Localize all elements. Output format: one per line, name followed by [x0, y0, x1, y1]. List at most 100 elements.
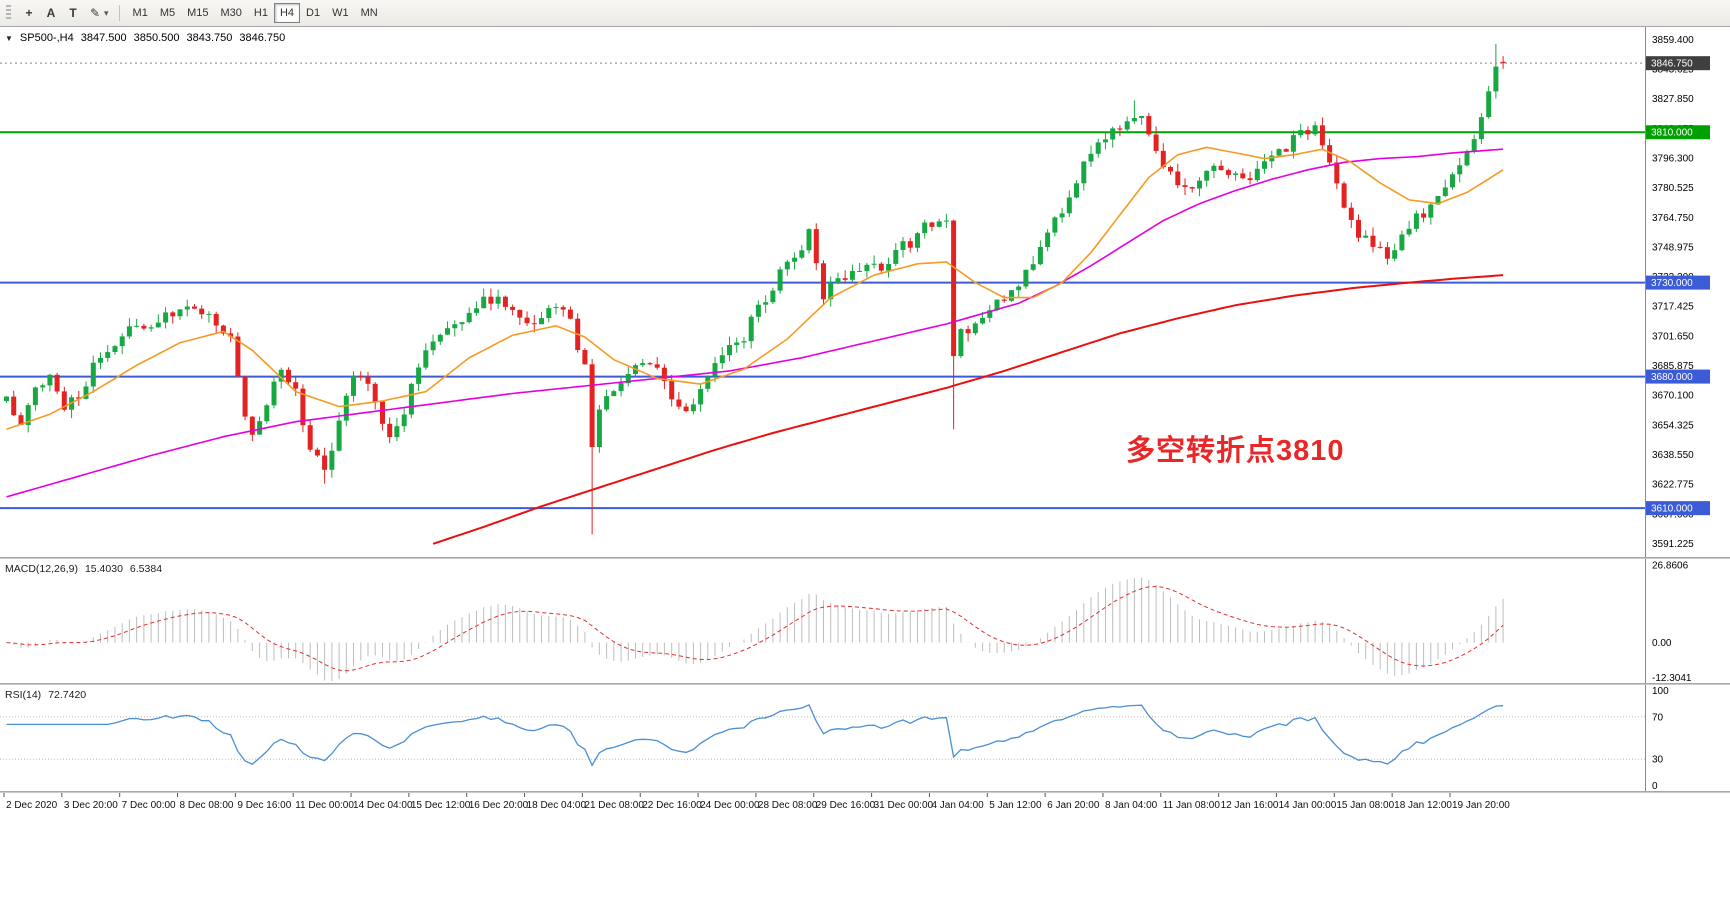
- ma-fast-orange-line: [6, 146, 1504, 430]
- time-axis-label: 18 Jan 12:00: [1394, 800, 1452, 811]
- price-axis-tick: 3796.300: [1652, 153, 1694, 164]
- rsi-panel[interactable]: 100 70 30 0 RSI(14) 72.7420: [0, 685, 1730, 791]
- time-axis-label: 11 Jan 08:00: [1163, 800, 1221, 811]
- hline-price-tag[interactable]: 3680.000: [1646, 369, 1710, 384]
- price-axis-tick: 3670.100: [1652, 391, 1694, 402]
- toolbar-separator: [118, 5, 120, 21]
- drawing-tool-caret-icon[interactable]: ▾: [104, 7, 109, 18]
- time-axis-label: 2 Dec 2020: [6, 800, 58, 811]
- rsi-axis-tick: 70: [1652, 712, 1664, 723]
- panel-divider[interactable]: [0, 557, 1730, 559]
- trading-platform-window: + A T ✎ ▾ M1 M5 M15 M30 H1 H4 D1 W1 MN 3859.400 3…: [0, 0, 1730, 815]
- price-axis-tick: 3827.850: [1652, 94, 1694, 105]
- time-axis-label: 6 Jan 20:00: [1047, 800, 1100, 811]
- rsi-value: 72.7420: [48, 689, 87, 701]
- time-axis-label: 4 Jan 04:00: [931, 800, 984, 811]
- timeframe-button-m15[interactable]: M15: [181, 3, 214, 23]
- time-axis-label: 19 Jan 20:00: [1452, 800, 1510, 811]
- price-axis-tick: 3717.425: [1652, 302, 1694, 313]
- ma-mid-magenta-line: [6, 148, 1504, 498]
- timeframe-button-h4[interactable]: H4: [273, 3, 301, 23]
- price-axis[interactable]: 3859.4003843.6253827.8503812.0753796.300…: [1652, 35, 1694, 550]
- price-axis-tick: 3859.400: [1652, 35, 1694, 46]
- price-axis-tick: 3622.775: [1652, 480, 1694, 491]
- close-value: 3846.750: [239, 32, 286, 44]
- time-axis-label: 31 Dec 00:00: [874, 800, 934, 811]
- macd-panel[interactable]: 26.8606 0.00 -12.3041 MACD(12,26,9) 15.403…: [0, 559, 1730, 683]
- time-axis[interactable]: 2 Dec 2020 3 Dec 20:00 7 Dec 00:00 8 Dec 08…: [0, 793, 1730, 815]
- price-axis-tick: 3591.225: [1652, 539, 1694, 550]
- rsi-axis-tick: 0: [1652, 781, 1658, 791]
- drawing-tool-icon[interactable]: ✎: [84, 3, 106, 23]
- text-label-tool-icon[interactable]: A: [40, 3, 62, 23]
- timeframe-button-m1[interactable]: M1: [127, 3, 154, 23]
- current-price-tag: 3846.750: [1646, 56, 1710, 71]
- time-axis-label: 28 Dec 08:00: [758, 800, 818, 811]
- time-axis-canvas[interactable]: 2 Dec 2020 3 Dec 20:00 7 Dec 00:00 8 Dec 08…: [0, 793, 1730, 815]
- rsi-axis-tick: 30: [1652, 755, 1664, 766]
- price-chart-panel[interactable]: 3859.4003843.6253827.8503812.0753796.300…: [0, 27, 1730, 557]
- timeframe-button-mn[interactable]: MN: [355, 3, 384, 23]
- text-frame-tool-icon[interactable]: T: [62, 3, 84, 23]
- time-axis-label: 16 Dec 20:00: [469, 800, 529, 811]
- ma-slow-red-line: [432, 274, 1504, 545]
- time-axis-label: 7 Dec 00:00: [122, 800, 176, 811]
- time-axis-label: 14 Jan 00:00: [1278, 800, 1336, 811]
- time-axis-label: 15 Jan 08:00: [1336, 800, 1394, 811]
- price-axis-tick: 3780.525: [1652, 183, 1694, 194]
- macd-axis-tick: 0.00: [1652, 638, 1672, 649]
- macd-main-value: 15.4030: [84, 563, 123, 575]
- macd-histogram: [13, 577, 1504, 681]
- time-axis-label: 5 Jan 12:00: [989, 800, 1042, 811]
- panel-divider[interactable]: [0, 791, 1730, 793]
- rsi-axis-tick: 100: [1652, 686, 1669, 697]
- price-chart-canvas[interactable]: 3859.4003843.6253827.8503812.0753796.300…: [0, 27, 1730, 557]
- low-value: 3843.750: [186, 32, 233, 44]
- timeframe-button-w1[interactable]: W1: [326, 3, 355, 23]
- symbol-timeframe-label: SP500-,H4: [19, 32, 74, 44]
- hline-price-tag[interactable]: 3730.000: [1646, 275, 1710, 290]
- high-value: 3850.500: [133, 32, 180, 44]
- macd-axis-tick: 26.8606: [1652, 561, 1689, 572]
- time-axis-label: 18 Dec 04:00: [527, 800, 587, 811]
- hline-price-tag[interactable]: 3810.000: [1646, 125, 1710, 140]
- macd-name: MACD(12,26,9): [5, 563, 78, 575]
- toolbar: + A T ✎ ▾ M1 M5 M15 M30 H1 H4 D1 W1 MN: [0, 0, 1730, 27]
- time-axis-label: 21 Dec 08:00: [584, 800, 644, 811]
- timeframe-buttons: M1 M5 M15 M30 H1 H4 D1 W1 MN: [127, 3, 384, 23]
- macd-axis[interactable]: 26.8606 0.00 -12.3041: [1652, 561, 1692, 683]
- svg-text:3846.750: 3846.750: [1651, 59, 1693, 70]
- svg-text:3730.000: 3730.000: [1651, 278, 1693, 289]
- price-axis-tick: 3764.750: [1652, 213, 1694, 224]
- timeframe-button-m5[interactable]: M5: [154, 3, 181, 23]
- time-axis-label: 8 Jan 04:00: [1105, 800, 1158, 811]
- crosshair-tool-icon[interactable]: +: [18, 3, 40, 23]
- chart-annotation[interactable]: 多空转折点3810: [1126, 435, 1345, 467]
- rsi-line: [6, 704, 1504, 767]
- price-axis-tick: 3654.325: [1652, 420, 1694, 431]
- svg-text:3810.000: 3810.000: [1651, 128, 1693, 139]
- price-axis-tick: 3685.875: [1652, 361, 1694, 372]
- timeframe-button-h1[interactable]: H1: [248, 3, 274, 23]
- time-axis-labels[interactable]: 2 Dec 2020 3 Dec 20:00 7 Dec 00:00 8 Dec 08…: [3, 793, 1510, 811]
- horizontal-lines[interactable]: [0, 131, 1645, 510]
- price-axis-tick: 3701.650: [1652, 331, 1694, 342]
- price-axis-tick: 3638.550: [1652, 450, 1694, 461]
- time-axis-label: 11 Dec 00:00: [295, 800, 354, 811]
- timeframe-button-d1[interactable]: D1: [300, 3, 326, 23]
- macd-signal-value: 6.5384: [129, 563, 163, 575]
- quote-panel-toggle-icon[interactable]: ▼: [5, 34, 13, 43]
- panel-divider[interactable]: [0, 683, 1730, 685]
- timeframe-button-m30[interactable]: M30: [215, 3, 248, 23]
- chart-ohlc-header: ▼ SP500-,H4 3847.500 3850.500 3843.750 3…: [5, 32, 285, 44]
- time-axis-label: 9 Dec 16:00: [237, 800, 291, 811]
- rsi-axis[interactable]: 100 70 30 0: [1652, 686, 1669, 791]
- price-axis-tick: 3748.975: [1652, 242, 1694, 253]
- time-axis-label: 29 Dec 16:00: [816, 800, 876, 811]
- time-axis-label: 12 Jan 16:00: [1221, 800, 1279, 811]
- hline-price-tag[interactable]: 3610.000: [1646, 501, 1710, 516]
- macd-label: MACD(12,26,9) 15.4030 6.5384: [5, 563, 162, 575]
- time-axis-label: 22 Dec 16:00: [642, 800, 702, 811]
- macd-axis-tick: -12.3041: [1652, 673, 1692, 683]
- toolbar-grip[interactable]: [6, 5, 11, 21]
